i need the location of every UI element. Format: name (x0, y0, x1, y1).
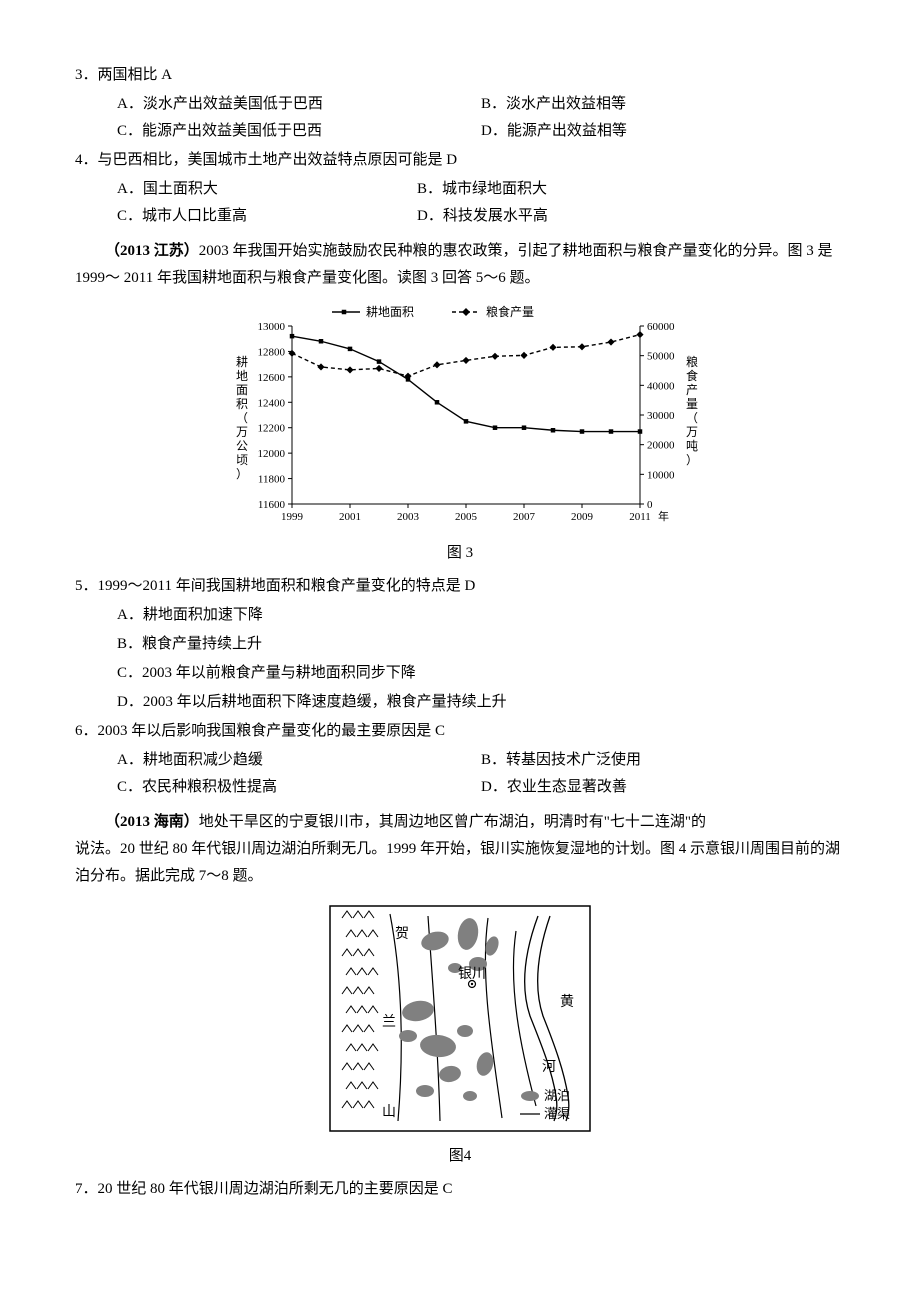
svg-text:灌渠: 灌渠 (544, 1106, 570, 1121)
passage1: （2013 江苏）2003 年我国开始实施鼓励农民种粮的惠农政策，引起了耕地面积… (75, 238, 845, 292)
svg-text:0: 0 (647, 499, 653, 511)
q3-opt-b: B．淡水产出效益相等 (481, 91, 845, 118)
q3-opt-c: C．能源产出效益美国低于巴西 (117, 118, 481, 145)
svg-text:12400: 12400 (258, 397, 286, 409)
svg-text:2007: 2007 (513, 511, 536, 523)
q3-options-row2: C．能源产出效益美国低于巴西 D．能源产出效益相等 (75, 118, 845, 145)
q4-opt-c: C．城市人口比重高 (117, 203, 417, 230)
svg-text:面: 面 (236, 383, 248, 397)
svg-text:（: （ (686, 411, 698, 425)
q4-options-row1: A．国土面积大 B．城市绿地面积大 (75, 176, 845, 203)
fig3-chart: 11600 11800 12000 12200 12400 12600 12800 13000… (220, 298, 700, 538)
svg-text:山: 山 (382, 1104, 396, 1120)
q3-opt-d: D．能源产出效益相等 (481, 118, 845, 145)
q5-opt-a: A．耕地面积加速下降 (75, 602, 845, 629)
svg-text:2001: 2001 (339, 511, 361, 523)
q5-stem: 5．1999～2011 年间我国耕地面积和粮食产量变化的特点是 D (75, 573, 845, 600)
q6-stem: 6．2003 年以后影响我国粮食产量变化的最主要原因是 C (75, 718, 845, 745)
passage2-text1: 地处干旱区的宁夏银川市，其周边地区曾广布湖泊，明清时有"七十二连湖"的 (199, 814, 706, 830)
svg-text:积: 积 (236, 397, 248, 411)
svg-text:万: 万 (236, 425, 248, 439)
q3-options-row1: A．淡水产出效益美国低于巴西 B．淡水产出效益相等 (75, 91, 845, 118)
q3-stem: 3．两国相比 A (75, 62, 845, 89)
q6-opt-b: B．转基因技术广泛使用 (481, 747, 845, 774)
q7-stem: 7．20 世纪 80 年代银川周边湖泊所剩无几的主要原因是 C (75, 1176, 845, 1203)
q5-opt-c: C．2003 年以前粮食产量与耕地面积同步下降 (75, 660, 845, 687)
svg-text:食: 食 (686, 368, 698, 383)
svg-text:12600: 12600 (258, 372, 286, 384)
svg-text:顷: 顷 (236, 453, 248, 467)
fig3-caption: 图 3 (75, 540, 845, 567)
q5-opt-d: D．2003 年以后耕地面积下降速度趋缓，粮食产量持续上升 (75, 689, 845, 716)
q6-opt-d: D．农业生态显著改善 (481, 774, 845, 801)
svg-text:11600: 11600 (258, 499, 286, 511)
svg-text:30000: 30000 (647, 410, 675, 422)
fig4-caption: 图4 (75, 1143, 845, 1170)
svg-text:地: 地 (236, 369, 248, 383)
svg-text:）: ） (686, 453, 698, 467)
svg-text:20000: 20000 (647, 440, 675, 452)
q4-options-row2: C．城市人口比重高 D．科技发展水平高 (75, 203, 845, 230)
svg-text:1999: 1999 (281, 511, 304, 523)
svg-text:耕: 耕 (236, 354, 248, 369)
svg-text:2003: 2003 (397, 511, 420, 523)
fig4-map: 贺兰山 黄河 银川湖泊灌渠 (320, 896, 600, 1141)
svg-text:2009: 2009 (571, 511, 594, 523)
q6-opt-c: C．农民种粮积极性提高 (117, 774, 481, 801)
svg-text:贺: 贺 (395, 926, 409, 942)
figure-4: 贺兰山 黄河 银川湖泊灌渠 (75, 896, 845, 1141)
svg-text:40000: 40000 (647, 380, 675, 392)
q6-options-row2: C．农民种粮积极性提高 D．农业生态显著改善 (75, 774, 845, 801)
svg-text:50000: 50000 (647, 351, 675, 363)
svg-text:12800: 12800 (258, 346, 286, 358)
q4-stem: 4．与巴西相比，美国城市土地产出效益特点原因可能是 D (75, 147, 845, 174)
q4-opt-d: D．科技发展水平高 (417, 203, 548, 230)
svg-text:12200: 12200 (258, 423, 286, 435)
svg-text:银川: 银川 (458, 966, 486, 982)
passage2-source: （2013 海南） (105, 814, 199, 830)
svg-text:河: 河 (542, 1059, 556, 1075)
svg-text:11800: 11800 (258, 474, 286, 486)
svg-text:公: 公 (236, 439, 248, 453)
svg-text:13000: 13000 (258, 321, 286, 333)
passage1-source: （2013 江苏） (105, 243, 199, 259)
svg-text:10000: 10000 (647, 469, 675, 481)
svg-text:吨: 吨 (686, 439, 698, 453)
svg-text:兰: 兰 (382, 1014, 396, 1030)
svg-text:2011: 2011 (629, 511, 651, 523)
q4-opt-b: B．城市绿地面积大 (417, 176, 547, 203)
svg-text:产: 产 (686, 383, 698, 397)
q5-opt-b: B．粮食产量持续上升 (75, 631, 845, 658)
svg-text:12000: 12000 (258, 448, 286, 460)
svg-text:万: 万 (686, 425, 698, 439)
q6-opt-a: A．耕地面积减少趋缓 (117, 747, 481, 774)
svg-text:2005: 2005 (455, 511, 478, 523)
svg-text:量: 量 (686, 397, 698, 411)
figure-3: 11600 11800 12000 12200 12400 12600 12800 13000… (75, 298, 845, 538)
svg-text:60000: 60000 (647, 321, 675, 333)
q6-options-row1: A．耕地面积减少趋缓 B．转基因技术广泛使用 (75, 747, 845, 774)
svg-text:耕地面积: 耕地面积 (366, 304, 414, 319)
svg-text:）: ） (236, 467, 248, 481)
q4-opt-a: A．国土面积大 (117, 176, 417, 203)
svg-text:湖泊: 湖泊 (544, 1088, 570, 1103)
q3-opt-a: A．淡水产出效益美国低于巴西 (117, 91, 481, 118)
svg-text:粮食产量: 粮食产量 (486, 304, 534, 319)
svg-text:粮: 粮 (686, 354, 698, 369)
svg-text:年: 年 (658, 509, 669, 523)
passage2-line1: （2013 海南）地处干旱区的宁夏银川市，其周边地区曾广布湖泊，明清时有"七十二… (75, 809, 845, 836)
svg-text:黄: 黄 (560, 993, 574, 1010)
svg-text:（: （ (236, 411, 248, 425)
passage2-line2: 说法。20 世纪 80 年代银川周边湖泊所剩无几。1999 年开始，银川实施恢复… (75, 836, 845, 890)
